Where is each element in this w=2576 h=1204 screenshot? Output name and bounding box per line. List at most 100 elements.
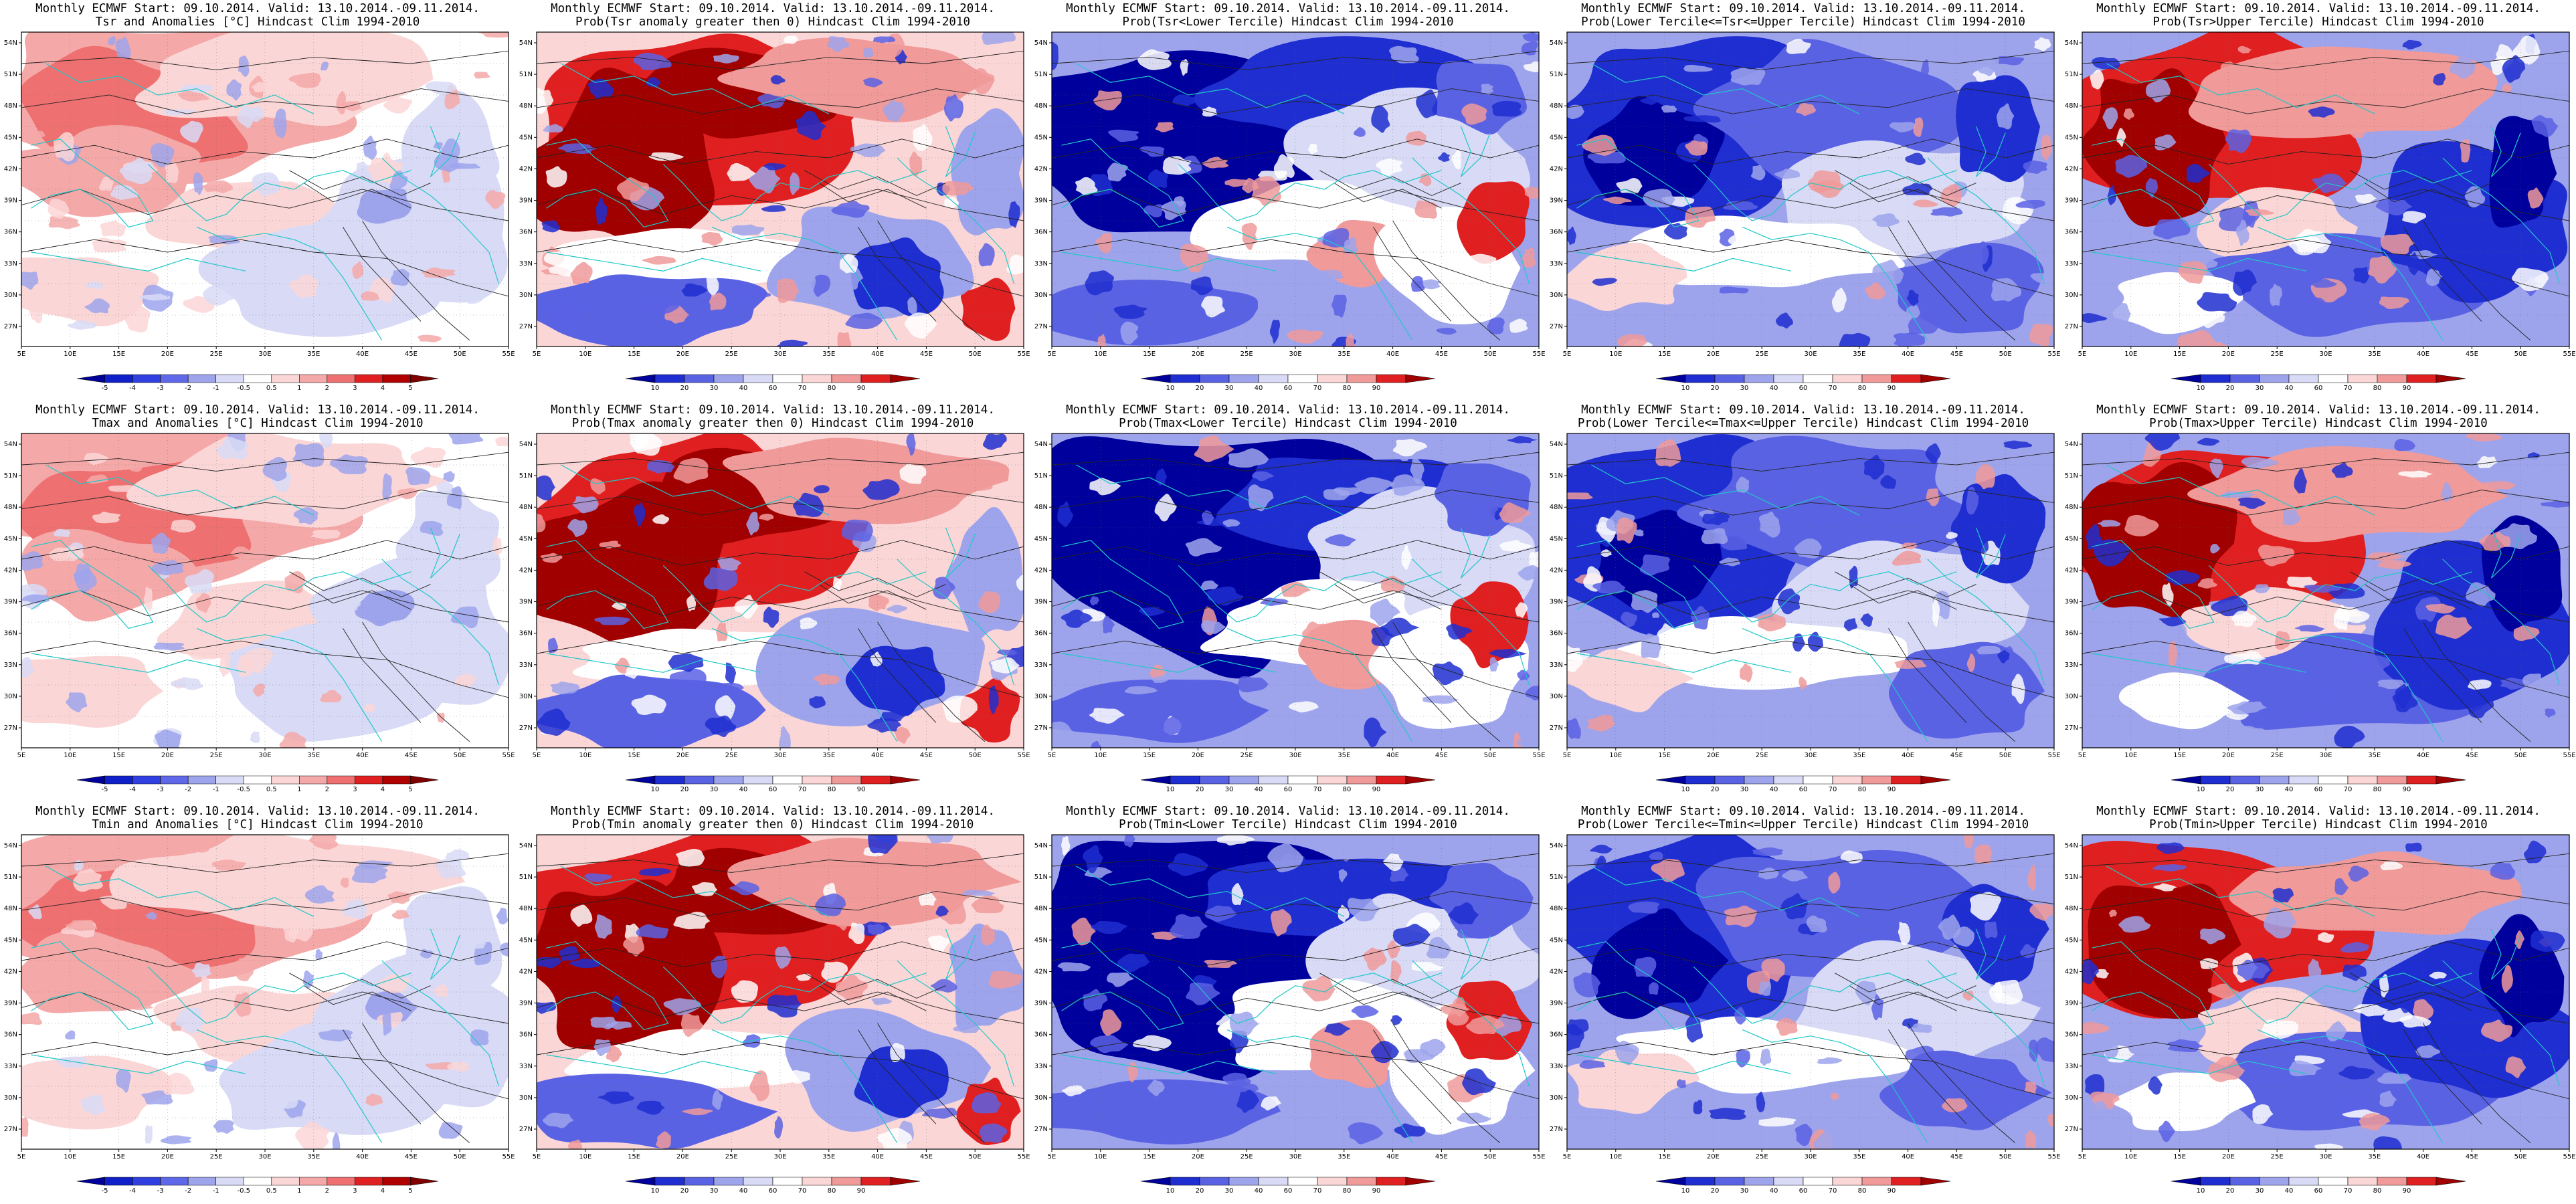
colorbar-swatch <box>1140 775 1171 785</box>
field-patch <box>1451 149 1461 170</box>
field-patch <box>633 52 672 70</box>
colorbar-swatch <box>76 1177 105 1186</box>
lon-tick-label: 35E <box>2368 752 2381 759</box>
colorbar: 10 20 30 40 60 70 80 90 <box>625 1177 921 1195</box>
field-patch <box>1485 433 1517 445</box>
lat-tick-label: 48N <box>1550 905 1563 912</box>
field-patch <box>2220 62 2238 83</box>
field-patch <box>541 220 561 233</box>
field-patch <box>1089 708 1125 724</box>
lon-tick-label: 5E <box>1048 1153 1056 1161</box>
field-patch <box>767 995 802 1018</box>
lon-tick-label: 55E <box>1532 1153 1545 1161</box>
lon-tick-label: 20E <box>676 350 689 358</box>
field-patch <box>1567 492 1593 500</box>
lon-tick-label: 5E <box>533 1153 541 1161</box>
colorbar-swatch <box>1685 374 1716 383</box>
field-patch <box>837 332 852 346</box>
colorbar-swatch <box>1832 775 1863 785</box>
field-patch <box>1354 127 1366 137</box>
field-patch <box>66 692 88 712</box>
field-patch <box>2168 641 2178 668</box>
field-patch <box>731 980 759 1003</box>
map-panel: Monthly ECMWF Start: 09.10.2014. Valid: … <box>515 401 1030 803</box>
field-patch <box>1222 519 1240 528</box>
field-patch <box>2233 270 2258 296</box>
lat-tick-label: 45N <box>519 134 533 141</box>
colorbar-swatch <box>2288 374 2319 383</box>
lon-tick-label: 45E <box>2466 1153 2478 1161</box>
field-patch <box>288 72 321 88</box>
field-patch <box>1921 59 1930 80</box>
lon-tick-label: 25E <box>725 350 738 358</box>
field-patch <box>1231 883 1244 906</box>
field-patch <box>1529 551 1539 570</box>
field-patch <box>2029 1039 2039 1062</box>
field-patch <box>1061 1085 1087 1097</box>
field-patch <box>725 655 747 664</box>
colorbar-label: 2 <box>325 786 329 793</box>
colorbar-label: 30 <box>1740 385 1749 392</box>
field-patch <box>2237 497 2266 509</box>
lat-tick-label: 36N <box>519 229 533 236</box>
field-patch <box>211 860 247 871</box>
colorbar-swatch <box>1861 1177 1892 1186</box>
colorbar-swatch <box>271 374 300 383</box>
lon-tick-label: 55E <box>1017 752 1030 759</box>
field-patch <box>363 703 375 712</box>
colorbar-swatch <box>2200 775 2231 785</box>
field-patch <box>108 485 144 492</box>
field-patch <box>2197 578 2217 589</box>
field-patch <box>2199 928 2226 944</box>
field-patch <box>673 458 709 484</box>
field-patch <box>1855 981 1877 1005</box>
field-patch <box>1338 869 1348 883</box>
lat-tick-label: 39N <box>4 197 17 205</box>
colorbar-label: 80 <box>1858 1187 1867 1195</box>
colorbar-swatch <box>160 1177 189 1186</box>
lon-tick-label: 30E <box>1804 752 1817 759</box>
colorbar-swatch <box>2406 775 2437 785</box>
field-patch <box>349 585 361 611</box>
field-patch <box>2375 199 2413 216</box>
map-area <box>1567 433 2054 748</box>
field-patch <box>612 995 622 1013</box>
panel-title: Tsr and Anomalies [°C] Hindcast Clim 199… <box>96 15 420 29</box>
colorbar-label: 40 <box>1255 786 1263 793</box>
lat-tick-label: 42N <box>4 968 17 975</box>
colorbar-swatch <box>243 374 272 383</box>
field-patch <box>909 151 923 177</box>
field-patch <box>74 563 91 585</box>
field-patch <box>375 974 411 993</box>
lat-tick-label: 48N <box>2065 102 2078 110</box>
field-patch <box>1370 598 1401 626</box>
field-patch <box>21 1056 172 1130</box>
field-patch <box>2505 1056 2526 1078</box>
field-patch <box>2353 267 2371 284</box>
colorbar-label: 80 <box>1858 385 1867 392</box>
colorbar-swatch <box>1891 1177 1922 1186</box>
field-patch <box>1991 278 2022 302</box>
colorbar-swatch <box>2406 374 2437 383</box>
colorbar-label: -4 <box>129 385 136 392</box>
lat-tick-label: 42N <box>1550 567 1563 574</box>
lat-tick-label: 42N <box>4 165 17 173</box>
field-patch <box>2460 139 2471 163</box>
field-patch <box>543 124 563 133</box>
field-patch <box>1216 458 1496 551</box>
field-patch <box>2034 37 2051 52</box>
field-patch <box>124 304 151 332</box>
field-patch <box>2379 1090 2397 1108</box>
lon-tick-label: 55E <box>1532 752 1545 759</box>
colorbar-label: 10 <box>1166 385 1175 392</box>
lon-tick-label: 15E <box>1143 752 1156 759</box>
colorbar-label: -4 <box>129 786 136 793</box>
lon-tick-label: 15E <box>1143 1153 1156 1161</box>
lat-tick-label: 36N <box>519 630 533 637</box>
field-patch <box>115 37 131 59</box>
field-patch <box>1489 648 1527 659</box>
lat-tick-label: 36N <box>1034 1031 1048 1039</box>
field-patch <box>850 143 886 158</box>
lon-tick-label: 20E <box>1707 1153 1720 1161</box>
lon-tick-label: 10E <box>579 350 591 358</box>
